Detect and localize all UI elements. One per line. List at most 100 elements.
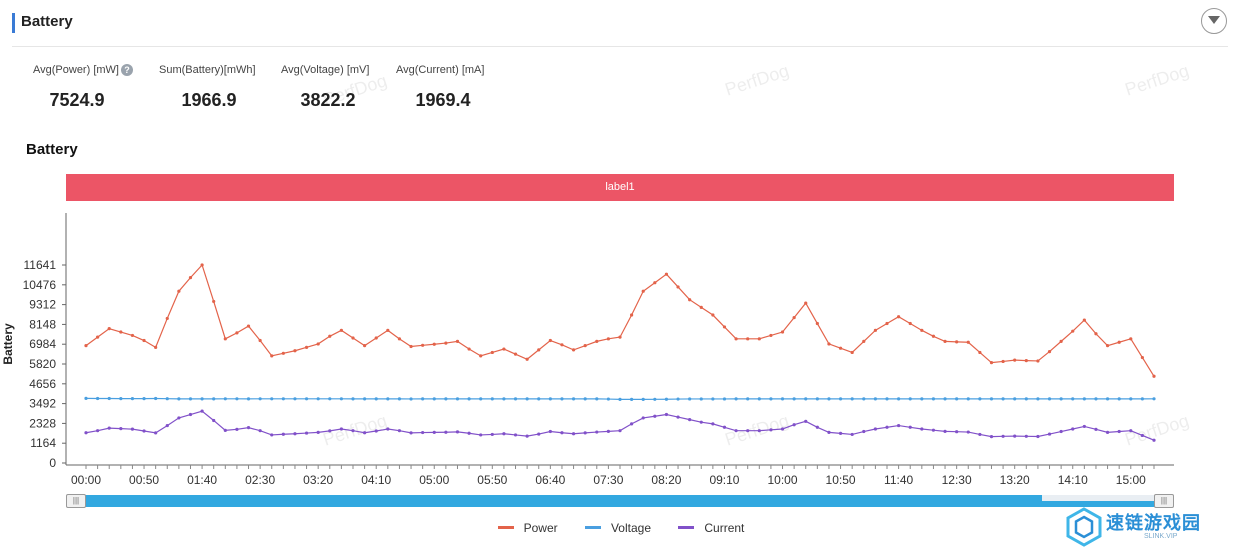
- data-point-power: [873, 328, 877, 332]
- x-tick-label: 00:00: [71, 473, 101, 487]
- data-point-current: [200, 409, 204, 413]
- data-point-power: [955, 340, 959, 344]
- data-point-current: [502, 432, 506, 436]
- data-point-voltage: [978, 397, 982, 401]
- data-point-voltage: [943, 397, 947, 401]
- data-point-voltage: [525, 397, 529, 401]
- data-point-voltage: [223, 397, 227, 401]
- data-point-power: [943, 339, 947, 343]
- data-point-voltage: [154, 396, 158, 401]
- data-point-voltage: [502, 397, 506, 401]
- y-tick-label: 2328: [29, 416, 56, 430]
- slider-track-unselected: [1042, 495, 1166, 501]
- data-point-current: [804, 419, 808, 423]
- data-point-power: [386, 328, 390, 332]
- data-point-power: [978, 350, 982, 355]
- x-tick-label: 08:20: [651, 473, 681, 487]
- label-band[interactable]: label1: [66, 174, 1174, 201]
- data-point-current: [583, 431, 587, 435]
- data-point-power: [502, 347, 506, 351]
- data-point-power: [513, 352, 518, 356]
- data-point-power: [699, 305, 703, 309]
- data-point-voltage: [757, 397, 761, 401]
- data-point-voltage: [699, 397, 703, 401]
- data-point-current: [119, 427, 123, 431]
- legend-item-current[interactable]: Current: [678, 521, 744, 535]
- data-point-current: [606, 429, 610, 433]
- slider-handle-left[interactable]: |||: [66, 494, 86, 508]
- data-point-voltage: [281, 397, 285, 401]
- data-point-current: [618, 429, 622, 433]
- data-point-power: [1152, 374, 1156, 378]
- x-tick-label: 00:50: [129, 473, 159, 487]
- data-point-power: [84, 344, 88, 348]
- x-tick-label: 01:40: [187, 473, 217, 487]
- data-point-current: [827, 430, 831, 434]
- data-point-voltage: [897, 397, 901, 401]
- data-point-power: [223, 337, 227, 341]
- data-point-voltage: [374, 397, 378, 401]
- data-point-power: [212, 299, 216, 304]
- data-point-current: [1013, 434, 1017, 438]
- data-point-voltage: [96, 396, 100, 401]
- data-point-current: [630, 422, 634, 426]
- data-point-current: [838, 431, 843, 436]
- legend-item-power[interactable]: Power: [497, 521, 558, 535]
- data-point-voltage: [1047, 397, 1052, 401]
- data-point-voltage: [363, 397, 367, 401]
- legend-item-voltage[interactable]: Voltage: [584, 521, 651, 535]
- data-point-voltage: [838, 397, 843, 401]
- stat-value: 7524.9: [49, 90, 105, 110]
- data-point-voltage: [490, 397, 494, 401]
- data-point-current: [815, 425, 819, 429]
- x-tick-label: 15:00: [1116, 473, 1146, 487]
- slider-handle-right[interactable]: |||: [1154, 494, 1174, 508]
- data-point-current: [989, 435, 994, 439]
- stat-label: Avg(Current) [mA]: [396, 64, 485, 76]
- y-axis-label: Battery: [1, 323, 15, 365]
- data-point-power: [525, 357, 529, 361]
- y-tick-label: 5820: [29, 357, 56, 371]
- data-point-power: [246, 324, 251, 328]
- data-point-power: [1105, 344, 1110, 348]
- collapse-toggle-button[interactable]: [1201, 8, 1227, 34]
- data-point-current: [96, 429, 100, 433]
- data-point-current: [908, 425, 912, 429]
- stat-label: Avg(Power) [mW]: [33, 64, 119, 76]
- data-point-current: [363, 431, 367, 435]
- data-point-voltage: [1152, 397, 1156, 401]
- data-point-voltage: [873, 397, 877, 401]
- data-point-current: [235, 427, 239, 431]
- data-point-current: [1094, 427, 1098, 431]
- data-point-voltage: [908, 397, 912, 401]
- data-point-voltage: [235, 397, 239, 401]
- data-point-current: [525, 434, 529, 438]
- data-point-power: [792, 315, 796, 320]
- x-tick-label: 04:10: [361, 473, 391, 487]
- time-range-slider[interactable]: ||| |||: [66, 494, 1174, 508]
- data-point-voltage: [920, 397, 924, 401]
- data-point-current: [130, 427, 135, 431]
- data-point-power: [1059, 339, 1063, 343]
- data-point-voltage: [1140, 397, 1144, 401]
- y-tick-label: 3492: [29, 397, 56, 411]
- data-point-current: [885, 425, 889, 429]
- data-point-power: [363, 344, 367, 348]
- slider-track[interactable]: [76, 495, 1166, 507]
- data-point-voltage: [1094, 397, 1098, 401]
- data-point-current: [850, 432, 854, 437]
- data-point-power: [804, 301, 808, 305]
- data-point-power: [258, 338, 262, 343]
- data-point-power: [351, 336, 355, 340]
- data-point-voltage: [792, 397, 796, 401]
- data-point-power: [676, 285, 680, 289]
- help-icon[interactable]: ?: [120, 64, 133, 76]
- data-point-voltage: [537, 397, 541, 401]
- data-point-voltage: [688, 397, 692, 401]
- data-point-current: [1152, 438, 1156, 442]
- data-point-power: [606, 337, 610, 341]
- data-point-power: [154, 345, 158, 349]
- y-tick-label: 0: [49, 456, 56, 470]
- data-point-power: [479, 354, 483, 358]
- panel-header: Battery: [12, 8, 1228, 47]
